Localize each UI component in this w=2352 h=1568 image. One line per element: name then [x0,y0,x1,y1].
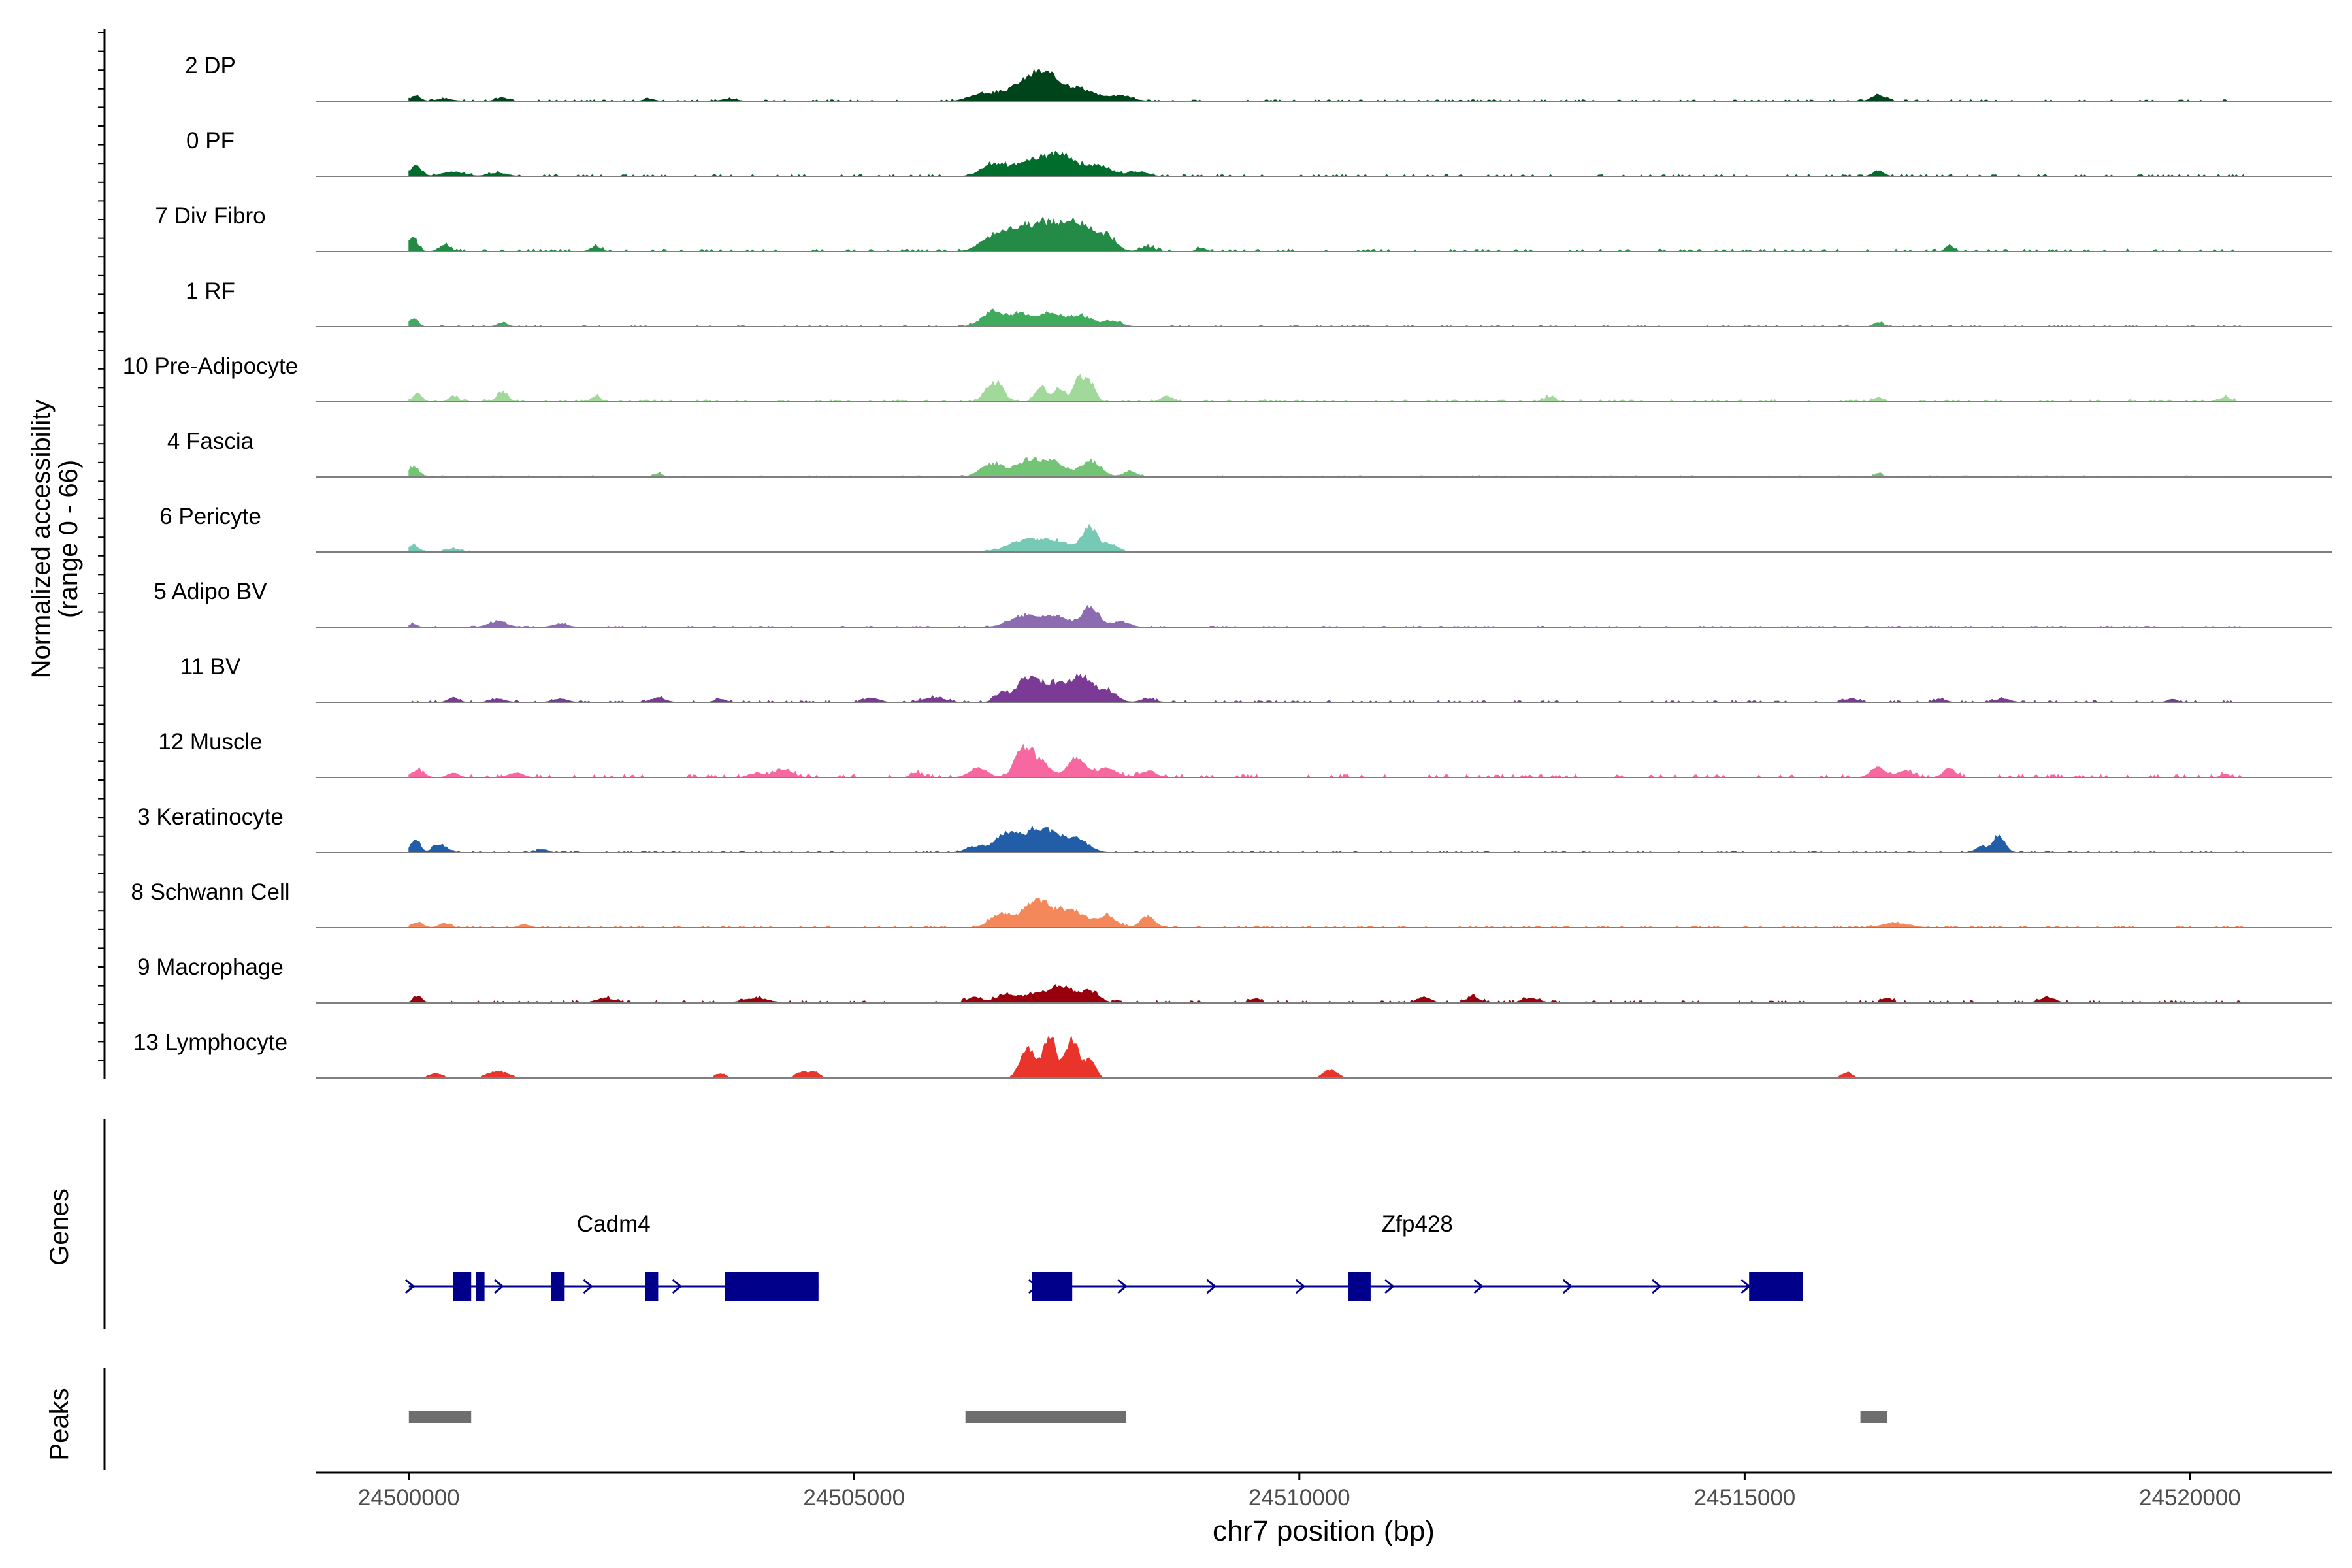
coverage-area [408,456,2244,478]
genes-track-label: Genes [45,1188,74,1266]
track-label: 12 Muscle [158,729,263,755]
track-label: 11 BV [180,654,241,679]
track-label: 0 PF [186,128,235,154]
genes-track: Cadm4 Zfp428 [404,1211,1803,1301]
strand-arrow-icon [1295,1279,1306,1294]
track-6-pericyte: 6 Pericyte [159,504,2332,553]
peaks-track-label: Peaks [45,1388,74,1460]
y-axis-label: Normalized accessibility [27,400,56,679]
strand-arrow-icon [1206,1279,1217,1294]
track-3-keratinocyte: 3 Keratinocyte [137,804,2332,853]
track-11-bv: 11 BV [180,654,2332,703]
gene-exon [1749,1272,1803,1301]
track-5-adipo-bv: 5 Adipo BV [154,579,2332,628]
track-9-macrophage: 9 Macrophage [137,955,2332,1004]
gene-name: Zfp428 [1382,1211,1453,1237]
coverage-area [408,68,2244,102]
coverage-area [408,673,2244,703]
coverage-area [408,523,2244,553]
x-tick-label: 24505000 [803,1485,905,1511]
strand-arrow-icon [672,1279,683,1294]
coverage-area [408,604,2244,628]
track-label: 13 Lymphocyte [133,1030,287,1055]
strand-arrow-icon [1384,1279,1395,1294]
left-axes [98,29,106,1470]
track-label: 6 Pericyte [159,504,261,529]
peaks-track [408,1411,1887,1423]
coverage-area [408,150,2244,177]
gene-exon [551,1272,565,1301]
peak-region [408,1411,472,1423]
track-label: 4 Fascia [167,429,254,454]
y-axis-label-range: (range 0 - 66) [54,460,83,618]
strand-arrow-icon [1562,1279,1573,1294]
strand-arrow-icon [494,1279,504,1294]
track-8-schwann-cell: 8 Schwann Cell [131,879,2332,928]
coverage-area [408,374,2244,402]
coverage-tracks: 2 DP 0 PF 7 Div Fibro 1 RF 10 Pre-Adipocyte 4… [123,53,2332,1079]
x-tick-label: 24500000 [358,1485,460,1511]
x-tick-label: 24515000 [1694,1485,1796,1511]
track-1-rf: 1 RF [186,278,2332,327]
x-axis-label: chr7 position (bp) [1213,1515,1435,1547]
x-tick-label: 24520000 [2139,1485,2241,1511]
strand-arrow-icon [404,1279,416,1294]
coverage-area [408,984,2244,1004]
gene-exon [1032,1272,1073,1301]
track-label: 7 Div Fibro [155,203,265,229]
strand-arrow-icon [1117,1279,1128,1294]
coverage-area [408,308,2244,327]
coverage-area [408,897,2245,928]
track-4-fascia: 4 Fascia [167,429,2332,478]
gene-exon [476,1272,485,1301]
track-label: 8 Schwann Cell [131,879,289,905]
track-12-muscle: 12 Muscle [158,729,2332,778]
gene-exon [1348,1272,1371,1301]
strand-arrow-icon [1652,1279,1662,1294]
track-label: 3 Keratinocyte [137,804,284,830]
gene-exon [645,1272,659,1301]
gene-name: Cadm4 [577,1211,651,1237]
gene-zfp428: Zfp428 [1028,1211,1803,1301]
track-label: 9 Macrophage [137,955,284,980]
coverage-area [408,216,2244,252]
track-label: 1 RF [186,278,235,304]
coverage-area [408,825,2244,853]
strand-arrow-icon [1473,1279,1484,1294]
track-label: 2 DP [185,53,236,78]
track-2-dp: 2 DP [185,53,2332,102]
coverage-area [408,743,2244,778]
track-7-div-fibro: 7 Div Fibro [155,203,2332,252]
coverage-area [408,1036,2244,1079]
strand-arrow-icon [583,1279,593,1294]
track-0-pf: 0 PF [186,128,2332,177]
gene-cadm4: Cadm4 [404,1211,819,1301]
gene-exon [725,1272,819,1301]
peak-region [965,1411,1126,1423]
gene-exon [453,1272,472,1301]
track-label: 5 Adipo BV [154,579,267,604]
track-13-lymphocyte: 13 Lymphocyte [133,1030,2332,1079]
track-label: 10 Pre-Adipocyte [123,353,298,379]
track-10-pre-adipocyte: 10 Pre-Adipocyte [123,353,2332,402]
x-axis: 24500000 24505000 24510000 24515000 24520000 [316,1471,2332,1511]
peak-region [1860,1411,1887,1423]
x-tick-label: 24510000 [1249,1485,1350,1511]
